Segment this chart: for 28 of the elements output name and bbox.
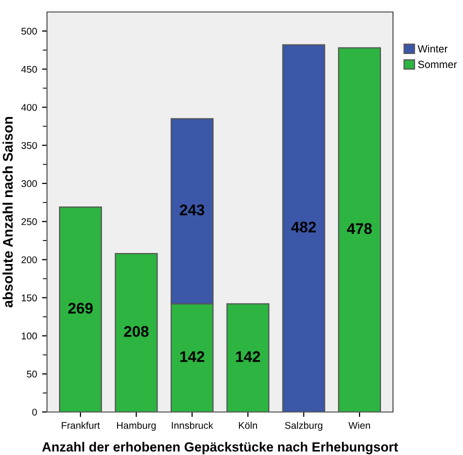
y-tick-label: 0 [32,408,37,416]
data-label: 208 [124,326,149,337]
x-tick-label: Salzburg [284,422,322,431]
data-label: 243 [180,204,204,216]
y-tick-label: 150 [22,294,37,302]
x-tick-label: Hamburg [117,422,156,431]
legend-label: Sommer [418,60,457,68]
y-tick-label: 500 [21,28,37,35]
y-tick-label: 100 [22,332,37,340]
data-label: 482 [291,222,316,232]
x-tick-label: Frankfurt [62,422,100,429]
legend-label: Winter [418,44,448,52]
x-tick-label: Innsbruck [172,422,214,429]
data-label: 478 [347,223,372,234]
y-tick-label: 50 [26,370,37,378]
data-label: 142 [236,351,260,362]
x-tick-label: Wien [348,422,370,429]
data-label: 269 [68,302,93,314]
y-tick-label: 450 [21,66,37,73]
y-tick-label: 200 [22,256,37,264]
data-label: 142 [180,351,204,362]
x-tick-label: Köln [238,422,257,429]
y-tick-label: 300 [21,180,37,188]
y-tick-label: 250 [22,218,37,226]
y-tick-label: 400 [21,104,37,111]
x-axis-title: Anzahl der erhobenen Gepäckstücke nach Erhebungsort [42,442,398,454]
y-axis-title: absolute Anzahl nach Saison [2,117,13,308]
y-tick-label: 350 [21,142,37,149]
